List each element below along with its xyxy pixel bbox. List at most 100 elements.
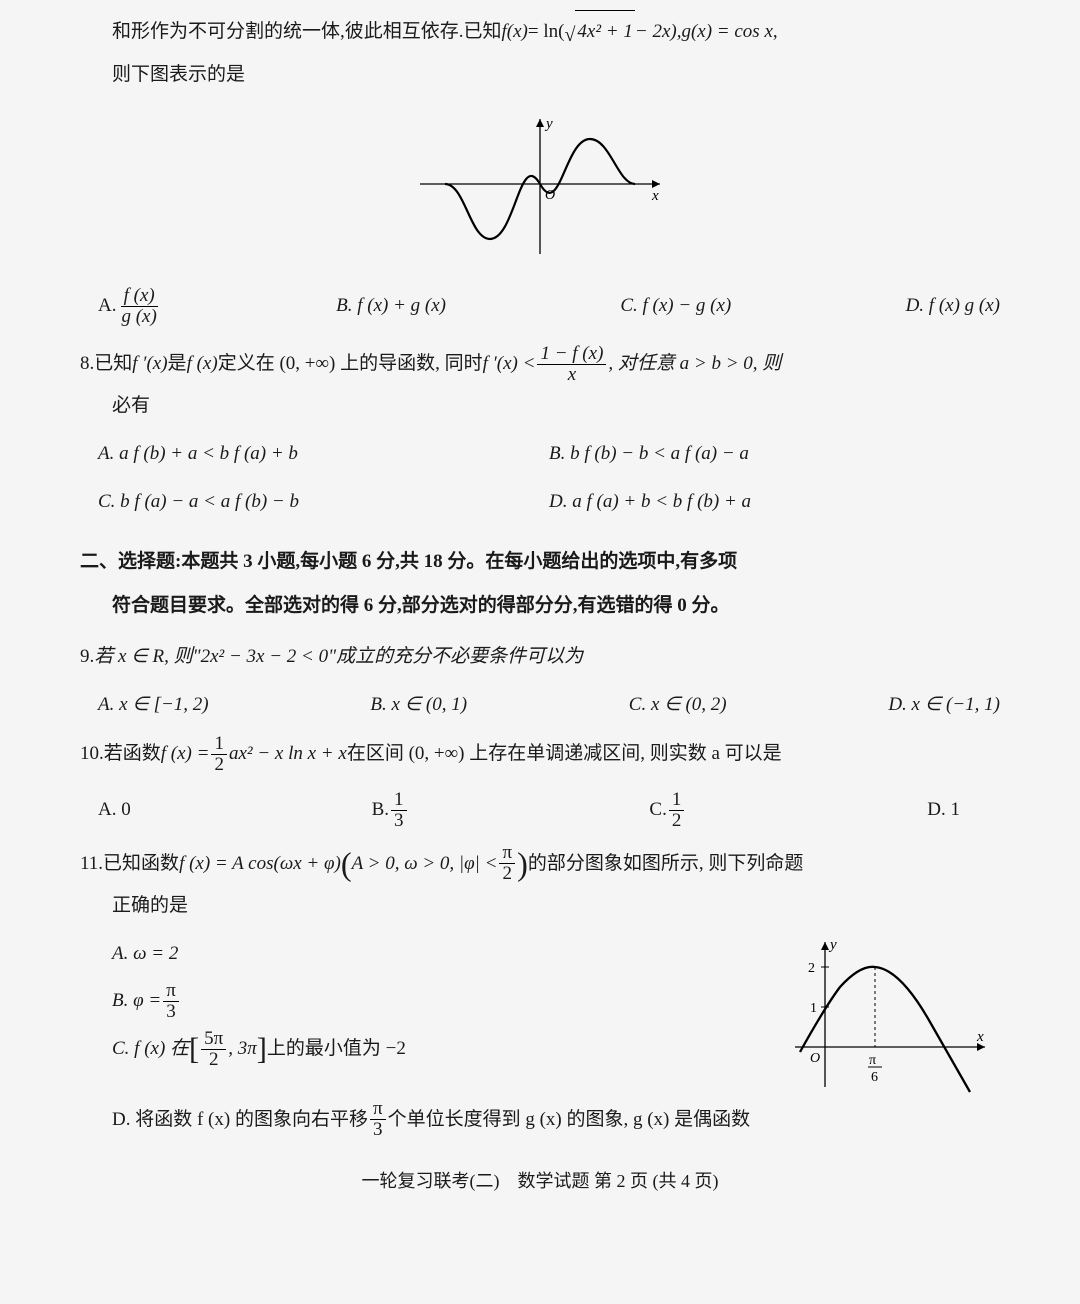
section-2-line2: 符合题目要求。全部选对的得 6 分,部分选对的得部分分,有选错的得 0 分。	[80, 584, 1000, 628]
q8-options-row2: C. b f (a) − a < a f (b) − b D. a f (a) …	[98, 481, 1000, 523]
option-d[interactable]: D. f (x) g (x)	[906, 285, 1000, 327]
opt-label: B. φ =	[112, 980, 161, 1022]
y-axis-label: y	[544, 116, 553, 132]
fprime: f ′(x)	[132, 343, 167, 385]
text: C. f (x) 在	[112, 1028, 189, 1070]
numer: f (x)	[121, 286, 158, 307]
fraction: 5π 2	[201, 1029, 226, 1070]
option-b[interactable]: B. 1 3	[372, 789, 409, 831]
option-c[interactable]: C. x ∈ (0, 2)	[629, 684, 727, 726]
fx-arg: (x)	[507, 11, 528, 53]
option-a[interactable]: A. 0	[98, 789, 131, 831]
q8-stem: 8. 已知 f ′(x) 是 f (x) 定义在 (0, +∞) 上的导函数, …	[80, 343, 1000, 385]
ineq-lhs: f ′(x) <	[483, 343, 536, 385]
option-a[interactable]: A. ω = 2	[112, 933, 770, 975]
figure-1: y x O	[80, 104, 1000, 280]
option-b[interactable]: B. b f (b) − b < a f (a) − a	[549, 433, 1000, 475]
numer: π	[163, 981, 179, 1002]
text: 若 x ∈ R, 则"2x² − 3x − 2 < 0"成立的充分不必要条件可以…	[94, 636, 583, 678]
section-2-header: 二、选择题:本题共 3 小题,每小题 6 分,共 18 分。在每小题给出的选项中…	[80, 540, 1000, 627]
denom: 3	[163, 1002, 179, 1022]
text: 已知	[94, 343, 132, 385]
fraction: π 2	[499, 843, 515, 884]
numer: 1	[211, 734, 227, 755]
y-axis-label: y	[828, 937, 837, 953]
origin-label: O	[810, 1051, 820, 1066]
denom: 2	[669, 811, 685, 831]
q10-stem: 10. 若函数 f (x) = 1 2 ax² − x ln x + x 在区间…	[80, 733, 1000, 775]
q8-stem2: 必有	[80, 385, 1000, 427]
fraction: π 3	[370, 1099, 386, 1140]
option-d[interactable]: D. 1	[927, 789, 1000, 831]
option-b[interactable]: B. f (x) + g (x)	[336, 285, 446, 327]
text: 个单位长度得到 g (x) 的图象, g (x) 是偶函数	[388, 1099, 751, 1141]
page-footer: 一轮复习联考(二) 数学试题 第 2 页 (共 4 页)	[80, 1162, 1000, 1202]
fraction: 1 3	[391, 790, 407, 831]
option-d[interactable]: D. 将函数 f (x) 的图象向右平移 π 3 个单位长度得到 g (x) 的…	[80, 1099, 1000, 1141]
option-a[interactable]: A. x ∈ [−1, 2)	[98, 684, 209, 726]
denom: 2	[206, 1050, 222, 1070]
xlabel-den: 6	[871, 1070, 878, 1085]
option-d[interactable]: D. a f (a) + b < b f (b) + a	[549, 481, 1000, 523]
fx: f (x) = A cos(ωx + φ)	[179, 843, 341, 885]
numer: 1 − f (x)	[537, 344, 606, 365]
radicand: 4x² + 1	[575, 10, 634, 53]
q11-stem2: 正确的是	[80, 885, 1000, 927]
opt-label: A.	[98, 285, 116, 327]
option-c[interactable]: C. b f (a) − a < a f (b) − b	[98, 481, 549, 523]
denom: 3	[391, 811, 407, 831]
text: ,	[773, 11, 778, 53]
sqrt: √4x² + 1	[564, 10, 634, 54]
text: 若函数	[104, 733, 161, 775]
fx: f (x) =	[161, 733, 210, 775]
text: ax² − x ln x + x	[229, 733, 347, 775]
numer: 1	[391, 790, 407, 811]
x-axis-label: x	[976, 1029, 984, 1045]
fraction: 1 − f (x) x	[537, 344, 606, 385]
denom: x	[565, 365, 579, 385]
figure-2-cosine-graph: y x O 2 1 π 6	[780, 927, 1000, 1097]
numer: π	[499, 843, 515, 864]
option-b[interactable]: B. φ = π 3	[112, 980, 770, 1022]
text: = ln(	[528, 11, 565, 53]
option-c[interactable]: C. f (x) − g (x)	[620, 285, 731, 327]
q-number: 8.	[80, 343, 94, 385]
denom: g (x)	[118, 307, 159, 327]
q9-options: A. x ∈ [−1, 2) B. x ∈ (0, 1) C. x ∈ (0, …	[98, 684, 1000, 726]
x-axis-label: x	[651, 188, 659, 204]
fraction: f (x) g (x)	[118, 286, 159, 327]
q-number: 9.	[80, 636, 94, 678]
option-a[interactable]: A. a f (b) + a < b f (a) + b	[98, 433, 549, 475]
text: 和形作为不可分割的统一体,彼此相互依存.已知	[112, 11, 502, 53]
q-number: 11.	[80, 843, 103, 885]
fraction: π 3	[163, 981, 179, 1022]
q9-stem: 9. 若 x ∈ R, 则"2x² − 3x − 2 < 0"成立的充分不必要条…	[80, 636, 1000, 678]
numer: 5π	[201, 1029, 226, 1050]
gx: g(x) = cos x	[681, 11, 772, 53]
ytick-1: 1	[810, 1001, 817, 1016]
numer: 2	[500, 864, 516, 884]
option-b[interactable]: B. x ∈ (0, 1)	[370, 684, 467, 726]
cond: A > 0, ω > 0, |φ| <	[352, 843, 498, 885]
option-d[interactable]: D. x ∈ (−1, 1)	[888, 684, 1000, 726]
option-c[interactable]: C. 1 2	[649, 789, 686, 831]
q7-stem-line1: 和形作为不可分割的统一体,彼此相互依存.已知 f (x) = ln( √4x² …	[80, 10, 1000, 54]
option-c[interactable]: C. f (x) 在 [ 5π 2 , 3π ] 上的最小值为 −2	[112, 1028, 770, 1070]
denom: 2	[211, 755, 227, 775]
ytick-2: 2	[808, 961, 815, 976]
text: 上的最小值为 −2	[267, 1028, 406, 1070]
text: , 对任意 a > b > 0, 则	[608, 343, 781, 385]
q11-stem: 11. 已知函数 f (x) = A cos(ωx + φ) ( A > 0, …	[80, 843, 1000, 885]
text: , 3π	[228, 1028, 257, 1070]
option-a[interactable]: A. f (x) g (x)	[98, 285, 162, 327]
fx: f (x)	[187, 343, 218, 385]
q7-options: A. f (x) g (x) B. f (x) + g (x) C. f (x)…	[98, 285, 1000, 327]
section-2-line1: 二、选择题:本题共 3 小题,每小题 6 分,共 18 分。在每小题给出的选项中…	[80, 540, 1000, 584]
opt-label: B.	[372, 789, 389, 831]
text: − 2x),	[635, 11, 682, 53]
text: 是	[168, 343, 187, 385]
xlabel-num: π	[869, 1053, 876, 1068]
q7-stem-line2: 则下图表示的是	[80, 54, 1000, 96]
q11-body: A. ω = 2 B. φ = π 3 C. f (x) 在 [ 5π 2 , …	[80, 927, 1000, 1097]
numer: 1	[669, 790, 685, 811]
